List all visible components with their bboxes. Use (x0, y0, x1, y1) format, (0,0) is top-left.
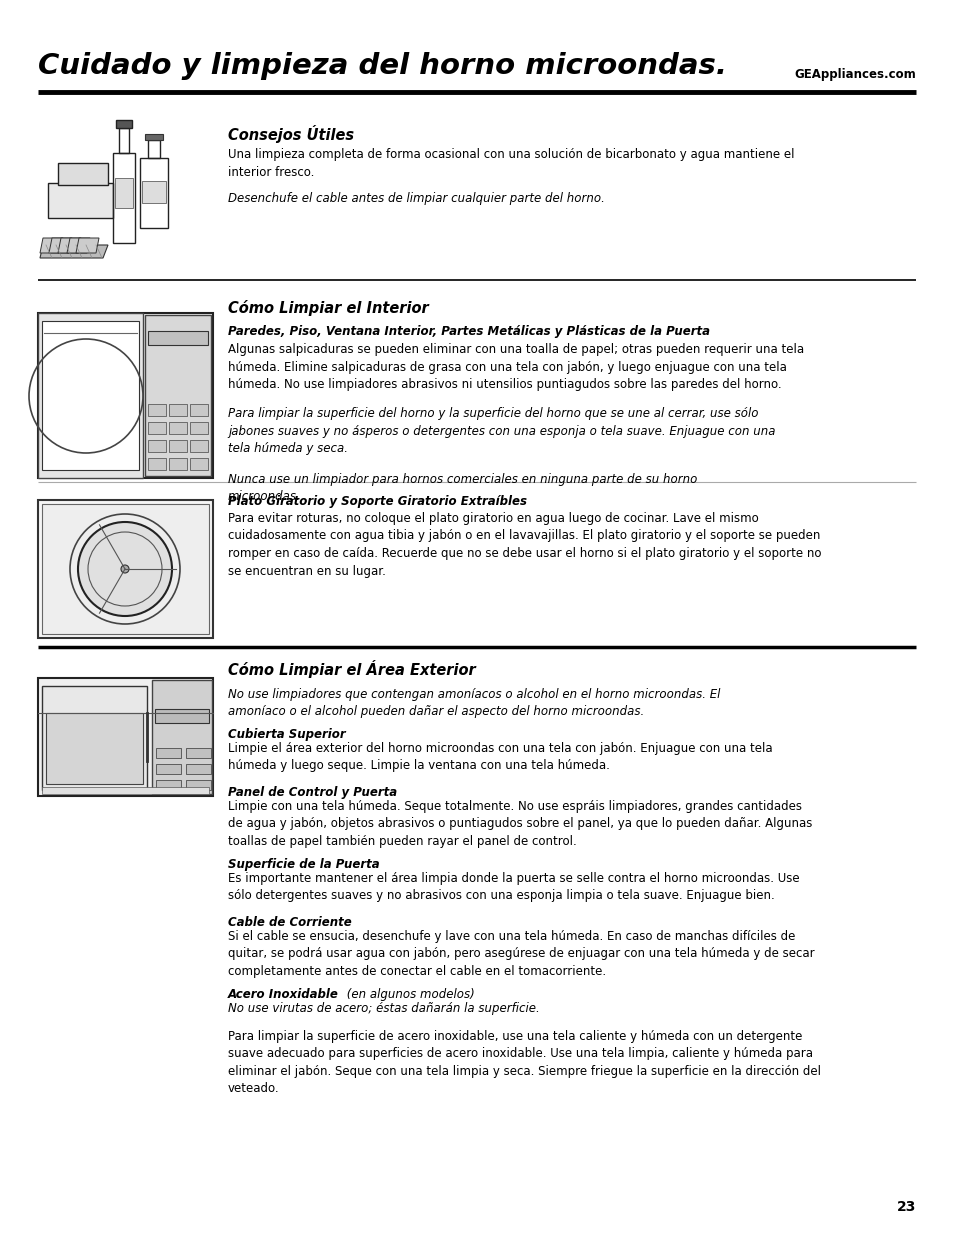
Text: Cómo Limpiar el Interior: Cómo Limpiar el Interior (228, 300, 428, 316)
Bar (116, 120, 132, 128)
Text: Para limpiar la superficie del horno y la superficie del horno que se une al cer: Para limpiar la superficie del horno y l… (228, 408, 775, 454)
Bar (42, 321, 139, 471)
Text: 23: 23 (896, 1200, 915, 1214)
Bar (148, 422, 166, 433)
Text: Una limpieza completa de forma ocasional con una solución de bicarbonato y agua : Una limpieza completa de forma ocasional… (228, 148, 794, 179)
Bar (148, 404, 166, 416)
Bar (186, 781, 211, 790)
Bar (156, 764, 181, 774)
Bar (169, 404, 187, 416)
Text: Cubierta Superior: Cubierta Superior (228, 727, 345, 741)
Bar (145, 315, 211, 475)
Bar (38, 312, 213, 478)
Text: Cómo Limpiar el Área Exterior: Cómo Limpiar el Área Exterior (228, 659, 476, 678)
Text: GEAppliances.com: GEAppliances.com (794, 68, 915, 82)
Polygon shape (76, 238, 99, 253)
Text: Panel de Control y Puerta: Panel de Control y Puerta (228, 785, 396, 799)
Bar (58, 163, 108, 185)
Bar (186, 764, 211, 774)
Text: Algunas salpicaduras se pueden eliminar con una toalla de papel; otras pueden re: Algunas salpicaduras se pueden eliminar … (228, 343, 803, 391)
Polygon shape (40, 245, 108, 258)
Bar (48, 183, 112, 219)
Text: Paredes, Piso, Ventana Interior, Partes Metálicas y Plásticas de la Puerta: Paredes, Piso, Ventana Interior, Partes … (228, 325, 709, 338)
Text: Para limpiar la superficie de acero inoxidable, use una tela caliente y húmeda c: Para limpiar la superficie de acero inox… (228, 1030, 821, 1095)
Text: Cuidado y limpieza del horno microondas.: Cuidado y limpieza del horno microondas. (38, 52, 726, 80)
Bar (169, 458, 187, 471)
Bar (148, 458, 166, 471)
Bar (42, 687, 147, 790)
Bar (140, 158, 168, 228)
Text: Desenchufe el cable antes de limpiar cualquier parte del horno.: Desenchufe el cable antes de limpiar cua… (228, 191, 604, 205)
Text: Superficie de la Puerta: Superficie de la Puerta (228, 858, 379, 871)
Bar (190, 404, 208, 416)
Bar (152, 680, 212, 794)
Text: Plato Giratorio y Soporte Giratorio Extraíbles: Plato Giratorio y Soporte Giratorio Extr… (228, 495, 526, 508)
Text: Limpie con una tela húmeda. Seque totalmente. No use espráis limpiadores, grande: Limpie con una tela húmeda. Seque totalm… (228, 800, 812, 848)
Bar (115, 178, 132, 207)
Bar (190, 422, 208, 433)
Polygon shape (67, 238, 90, 253)
Bar (119, 128, 129, 153)
Bar (42, 504, 209, 634)
Bar (38, 500, 213, 638)
Bar (190, 440, 208, 452)
Text: No use virutas de acero; éstas dañarán la superficie.: No use virutas de acero; éstas dañarán l… (228, 1002, 539, 1015)
Bar (186, 748, 211, 758)
Bar (112, 153, 135, 243)
Bar (156, 748, 181, 758)
Bar (38, 678, 213, 797)
Bar (190, 458, 208, 471)
Bar (142, 182, 166, 203)
Bar (169, 422, 187, 433)
Bar (169, 440, 187, 452)
Polygon shape (58, 238, 81, 253)
Bar (156, 781, 181, 790)
Circle shape (121, 564, 129, 573)
Polygon shape (49, 238, 71, 253)
Text: No use limpiadores que contengan amoníacos o alcohol en el horno microondas. El
: No use limpiadores que contengan amoníac… (228, 688, 720, 719)
Circle shape (78, 522, 172, 616)
Text: Nunca use un limpiador para hornos comerciales en ninguna parte de su horno
micr: Nunca use un limpiador para hornos comer… (228, 473, 697, 504)
Bar (148, 440, 166, 452)
Text: Acero Inoxidable: Acero Inoxidable (228, 988, 338, 1002)
Bar (145, 135, 163, 140)
Bar (46, 714, 143, 784)
Bar (38, 312, 143, 478)
Text: (en algunos modelos): (en algunos modelos) (343, 988, 475, 1002)
Text: Consejos Útiles: Consejos Útiles (228, 125, 354, 143)
Text: Limpie el área exterior del horno microondas con una tela con jabón. Enjuague co: Limpie el área exterior del horno microo… (228, 742, 772, 773)
Text: Si el cable se ensucia, desenchufe y lave con una tela húmeda. En caso de mancha: Si el cable se ensucia, desenchufe y lav… (228, 930, 814, 978)
Text: Para evitar roturas, no coloque el plato giratorio en agua luego de cocinar. Lav: Para evitar roturas, no coloque el plato… (228, 513, 821, 578)
Polygon shape (40, 238, 63, 253)
Text: Cable de Corriente: Cable de Corriente (228, 916, 352, 929)
Bar (148, 140, 160, 158)
Text: Es importante mantener el área limpia donde la puerta se selle contra el horno m: Es importante mantener el área limpia do… (228, 872, 799, 903)
Bar (154, 709, 209, 722)
Bar (42, 787, 209, 794)
Bar (148, 331, 208, 345)
